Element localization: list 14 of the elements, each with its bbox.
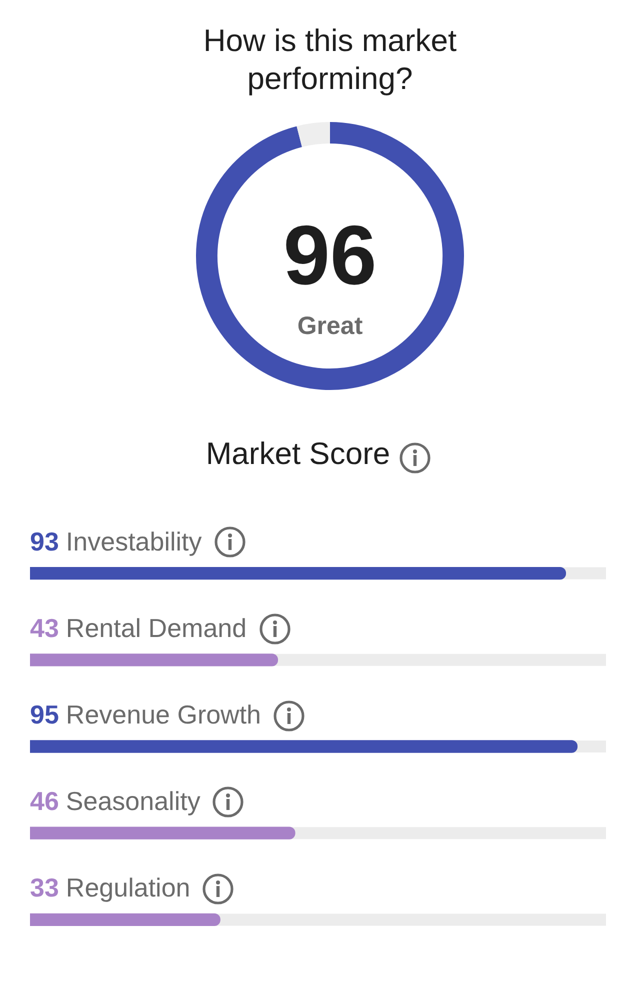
text: Market Score (206, 436, 390, 471)
data-label: 33 (30, 872, 59, 903)
text: Great (297, 312, 364, 340)
data-label: 93 (30, 526, 59, 556)
data-label: 46 (30, 786, 59, 816)
data-label: 96 (283, 208, 377, 302)
category-label: Seasonality (66, 786, 200, 816)
category-label: Revenue Growth (66, 700, 262, 730)
category-label: Rental Demand (66, 612, 247, 643)
data-label: 43 (30, 612, 59, 643)
category-label: Regulation (66, 872, 190, 903)
data-label: 95 (30, 700, 59, 730)
category-label: Investability (66, 526, 202, 556)
chart-title: How is this market performing? (202, 22, 458, 98)
